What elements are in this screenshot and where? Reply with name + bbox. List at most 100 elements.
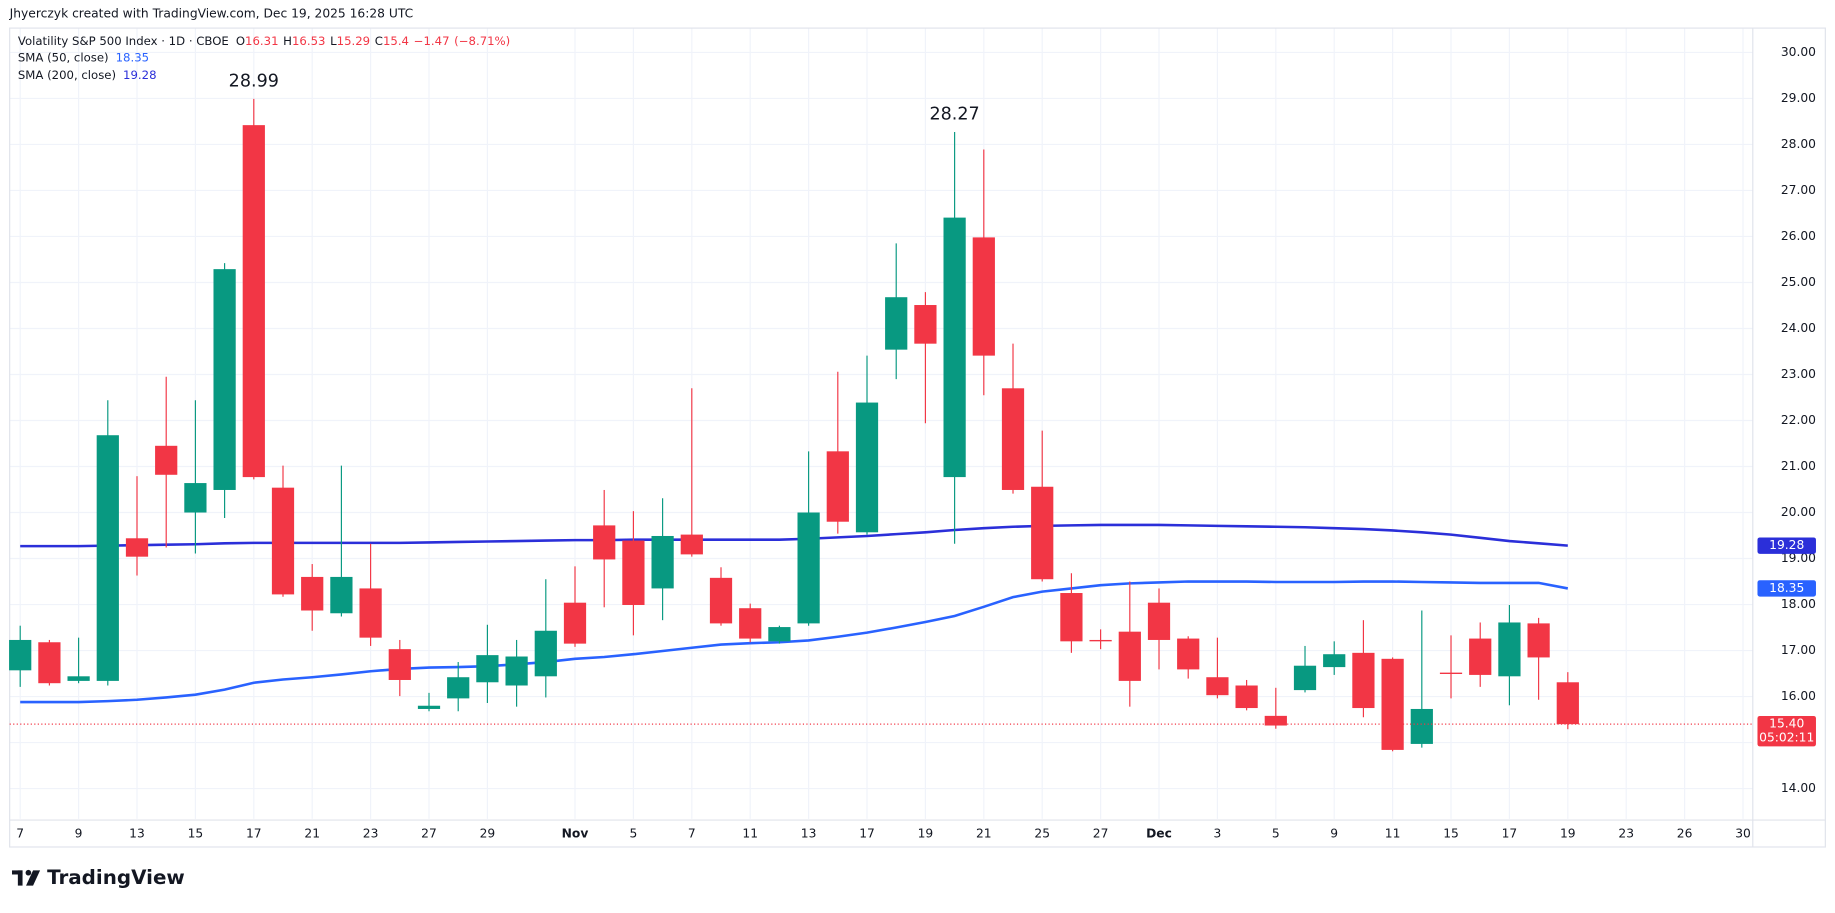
candle-body <box>1264 715 1287 726</box>
candle-body <box>417 705 441 709</box>
legend-field-value: 15.29 <box>337 33 370 47</box>
y-tick-label: 16.00 <box>1781 689 1816 703</box>
x-tick-label: 13 <box>801 827 817 841</box>
candle-body <box>593 525 616 560</box>
legend-sma200: SMA (200, close) 19.28 <box>18 67 157 81</box>
y-tick-label: 18.00 <box>1781 597 1816 611</box>
candle-body <box>184 483 207 513</box>
x-tick-label: 3 <box>1214 827 1222 841</box>
x-tick-label: 27 <box>421 827 437 841</box>
candle-body <box>476 655 499 683</box>
candle-body <box>534 630 557 677</box>
candle-body <box>1235 685 1258 709</box>
legend-field-value: 16.53 <box>292 33 325 47</box>
candle-body <box>1498 622 1521 677</box>
candle-body <box>1527 623 1550 658</box>
y-tick-label: 20.00 <box>1781 505 1816 519</box>
candle-body <box>1118 631 1141 681</box>
candle-body <box>242 125 265 478</box>
last-price-tag <box>1757 715 1816 747</box>
candle-body <box>125 538 149 557</box>
candle-body <box>505 656 528 686</box>
candle-body <box>563 602 587 644</box>
x-tick-label: 23 <box>363 827 379 841</box>
sma-tag <box>1757 580 1816 597</box>
last-price-label: 15.40 <box>1769 717 1804 731</box>
y-tick-label: 28.00 <box>1781 137 1816 151</box>
sma-tag <box>1757 537 1816 554</box>
y-tick-label: 25.00 <box>1781 275 1816 289</box>
candle-body <box>1060 593 1083 642</box>
candle-body <box>447 677 470 699</box>
legend-sma-name: SMA (200, close) <box>18 67 116 81</box>
legend-change: −1.47 <box>414 33 450 47</box>
candle-body <box>330 576 353 614</box>
candle-body <box>9 639 32 671</box>
x-tick-label: 5 <box>629 827 637 841</box>
x-tick-label: 7 <box>16 827 24 841</box>
sma-tag-label: 19.28 <box>1769 538 1804 552</box>
candle-body <box>1469 638 1492 675</box>
candle-body <box>885 297 908 350</box>
candle-body <box>1147 602 1171 640</box>
legend-field-value: 15.4 <box>383 33 409 47</box>
x-tick-label: 13 <box>129 827 145 841</box>
x-tick-label: 21 <box>976 827 992 841</box>
y-tick-label: 30.00 <box>1781 45 1816 59</box>
x-tick-label: 17 <box>859 827 875 841</box>
x-tick-label: 19 <box>918 827 934 841</box>
legend-symbol-text: Volatility S&P 500 Index · 1D · CBOE <box>18 33 229 47</box>
logo-slash <box>26 870 41 886</box>
legend-sma50: SMA (50, close) 18.35 <box>18 50 149 64</box>
candle-body <box>1001 388 1025 490</box>
x-tick-label: 7 <box>688 827 696 841</box>
candle-body <box>1439 672 1463 674</box>
candle-body <box>155 445 178 475</box>
candle-body <box>972 237 995 356</box>
y-tick-label: 22.00 <box>1781 413 1816 427</box>
y-tick-label: 17.00 <box>1781 643 1816 657</box>
candle-body <box>680 534 703 555</box>
x-tick-label: 30 <box>1735 827 1751 841</box>
high-annotation: 28.99 <box>229 71 279 91</box>
x-tick-label: 29 <box>480 827 496 841</box>
legend-field-label: O <box>236 33 245 47</box>
legend-field-label: L <box>330 33 337 47</box>
x-tick-label: 11 <box>742 827 758 841</box>
y-tick-label: 29.00 <box>1781 91 1816 105</box>
candle-body <box>826 451 849 522</box>
header: Jhyerczyk created with TradingView.com, … <box>9 7 414 21</box>
countdown: 05:02:11 <box>1759 731 1814 745</box>
candle-body <box>271 487 295 595</box>
pane-border <box>9 27 1826 848</box>
x-tick-label: 11 <box>1385 827 1401 841</box>
x-tick-label: 15 <box>1443 827 1459 841</box>
x-tick-label: 27 <box>1093 827 1109 841</box>
legend-sma-name: SMA (50, close) <box>18 50 109 64</box>
x-tick-label: 23 <box>1618 827 1634 841</box>
candle-body <box>943 217 966 478</box>
x-tick-label: 21 <box>304 827 320 841</box>
y-tick-label: 14.00 <box>1781 781 1816 795</box>
legend-field-label: C <box>375 33 383 47</box>
candle-body <box>1177 638 1200 670</box>
y-tick-label: 21.00 <box>1781 459 1816 473</box>
high-annotation: 28.27 <box>930 104 980 124</box>
candle-body <box>855 402 879 533</box>
sma-line <box>20 580 1569 704</box>
candle-body <box>768 627 791 642</box>
candle-body <box>359 588 382 638</box>
x-tick-label: 19 <box>1560 827 1576 841</box>
x-tick-label: 25 <box>1034 827 1050 841</box>
candle-body <box>622 540 645 605</box>
brand: TradingView <box>47 866 185 889</box>
x-tick-label: 17 <box>1502 827 1518 841</box>
x-tick-label: Dec <box>1146 827 1172 841</box>
logo-bar <box>12 870 23 875</box>
candle-body <box>1206 677 1229 696</box>
candle-body <box>1556 682 1579 725</box>
candle-body <box>1089 639 1112 642</box>
candle-body <box>914 305 937 344</box>
